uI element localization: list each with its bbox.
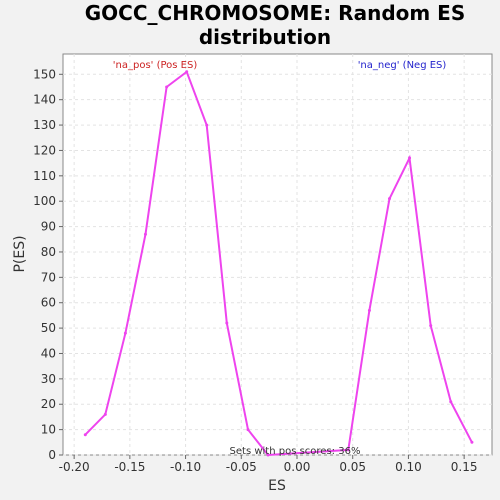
y-tick-label: 150	[33, 67, 56, 81]
x-tick-label: -0.15	[114, 460, 145, 474]
y-tick-label: 130	[33, 118, 56, 132]
data-point	[185, 70, 189, 74]
y-tick-label: 40	[41, 346, 56, 360]
plot-area	[62, 53, 493, 456]
data-point	[408, 156, 412, 160]
data-point	[246, 428, 250, 432]
data-point	[83, 433, 87, 437]
y-axis: 0 10 20 30 40 50 60 70 80 90 100 110 120 130 140 150	[33, 67, 63, 462]
sets-pos-scores-label: Sets with pos scores: 36%	[230, 446, 361, 457]
series-layer	[83, 70, 474, 457]
y-tick-label: 10	[41, 423, 56, 437]
y-tick-label: 90	[41, 220, 56, 234]
y-tick-label: 30	[41, 372, 56, 386]
data-point	[143, 232, 147, 236]
data-point	[165, 85, 169, 89]
pos-es-label: 'na_pos' (Pos ES)	[113, 60, 198, 71]
chart-title-line-1: GOCC_CHROMOSOME: Random ES	[85, 1, 466, 25]
x-tick-label: 0.05	[339, 460, 366, 474]
x-tick-label: -0.10	[170, 460, 201, 474]
y-tick-label: 110	[33, 169, 56, 183]
data-point	[225, 321, 229, 325]
y-tick-label: 140	[33, 93, 56, 107]
data-point	[387, 197, 391, 201]
data-point	[266, 453, 270, 457]
data-point	[346, 448, 350, 452]
y-tick-label: 0	[48, 448, 56, 462]
data-point	[205, 123, 209, 127]
y-tick-label: 60	[41, 296, 56, 310]
y-axis-label: P(ES)	[12, 235, 28, 272]
y-tick-label: 70	[41, 270, 56, 284]
neg-es-label: 'na_neg' (Neg ES)	[358, 60, 447, 71]
y-tick-label: 100	[33, 194, 56, 208]
x-axis: -0.20 -0.15 -0.10 -0.05 0.00 0.05 0.10 0.15	[59, 455, 478, 474]
y-tick-label: 50	[41, 321, 56, 335]
x-tick-label: 0.15	[451, 460, 478, 474]
y-tick-label: 20	[41, 397, 56, 411]
data-point	[470, 440, 474, 444]
chart-title-line-2: distribution	[199, 25, 331, 49]
x-axis-label: ES	[268, 478, 286, 494]
data-point	[367, 308, 371, 312]
x-tick-label: 0.00	[284, 460, 311, 474]
data-point	[103, 412, 107, 416]
y-tick-label: 80	[41, 245, 56, 259]
data-point	[449, 400, 453, 404]
y-tick-label: 120	[33, 143, 56, 157]
grid	[63, 54, 492, 456]
data-point	[429, 324, 433, 328]
x-tick-label: -0.05	[226, 460, 257, 474]
x-tick-label: -0.20	[59, 460, 90, 474]
x-tick-label: 0.10	[395, 460, 422, 474]
data-point	[123, 331, 127, 335]
